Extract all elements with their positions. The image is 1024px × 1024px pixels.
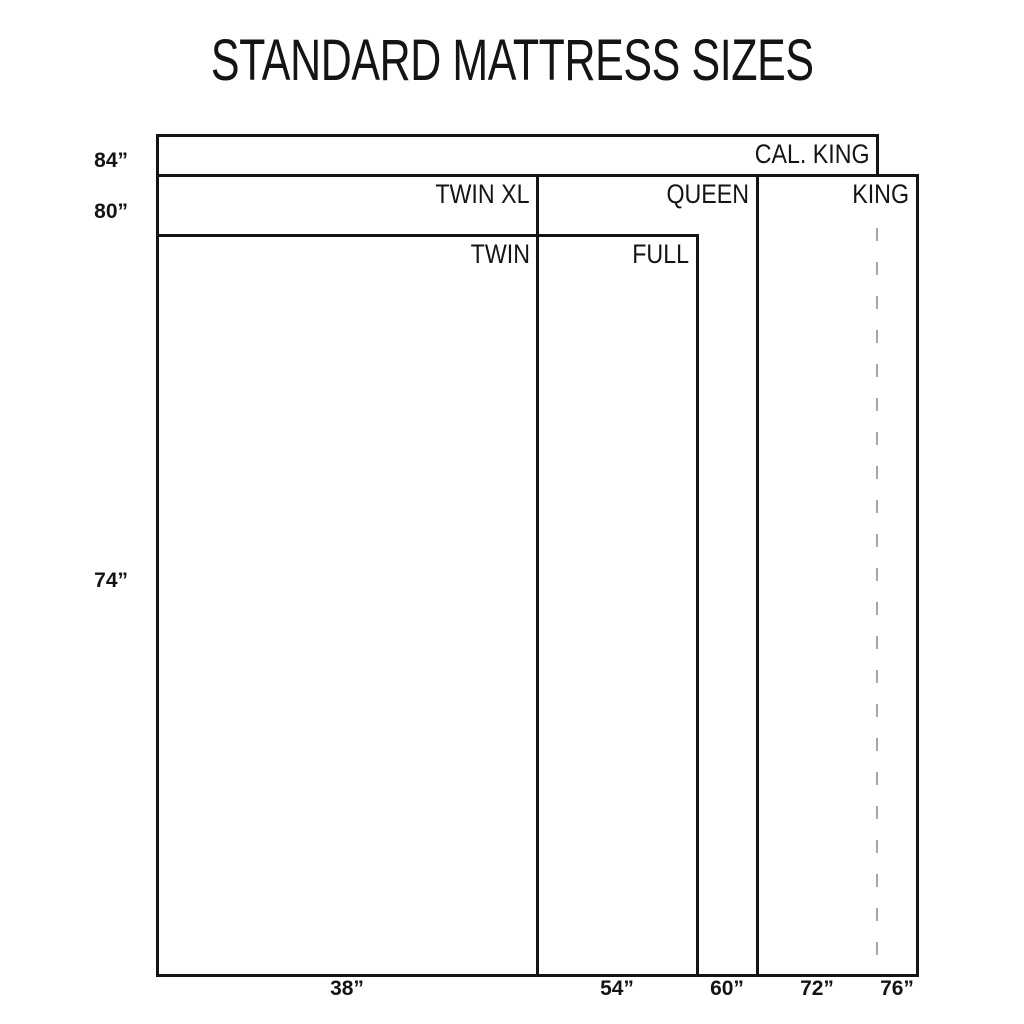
page-title: STANDARD MATTRESS SIZES	[210, 28, 814, 93]
height-label-80: 80”	[94, 200, 128, 223]
width-label-72: 72”	[800, 977, 834, 1000]
height-label-84: 84”	[94, 149, 128, 172]
mattress-label-full: FULL	[632, 238, 690, 269]
mattress-label-twin-xl: TWIN XL	[435, 178, 530, 209]
cal-king-width-dashed-line	[876, 207, 878, 973]
title-container: STANDARD MATTRESS SIZES	[0, 32, 1024, 90]
mattress-label-twin: TWIN	[470, 238, 530, 269]
width-label-76: 76”	[880, 977, 914, 1000]
width-label-60: 60”	[710, 977, 744, 1000]
width-label-54: 54”	[600, 977, 634, 1000]
mattress-rect-cal-king: CAL. KING	[155, 133, 879, 177]
mattress-rect-twin: TWIN	[155, 233, 539, 977]
height-label-74: 74”	[94, 569, 128, 592]
mattress-label-king: KING	[852, 178, 910, 209]
mattress-label-queen: QUEEN	[666, 178, 750, 209]
width-label-38: 38”	[330, 977, 364, 1000]
mattress-label-cal-king: CAL. KING	[754, 138, 870, 169]
